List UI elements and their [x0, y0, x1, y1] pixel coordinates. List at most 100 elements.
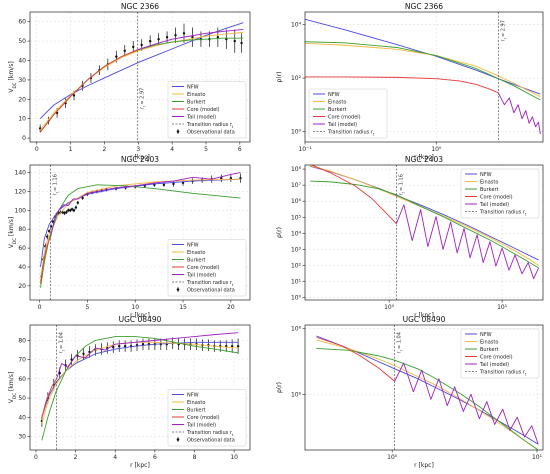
svg-text:ρ(r): ρ(r) — [276, 72, 283, 83]
chart-title: NGC 2366 — [405, 2, 443, 11]
x-tick-label: 2 — [103, 146, 107, 153]
legend-item: NFW — [313, 92, 340, 98]
y-tick-label: 60 — [18, 19, 26, 26]
obs-point — [76, 201, 80, 204]
y-tick-label: 10⁰ — [291, 295, 302, 302]
svg-text:Core (model): Core (model) — [480, 355, 513, 361]
y-axis-label: ρ(r) — [276, 72, 283, 83]
obs-point — [229, 177, 233, 180]
series-core — [40, 236, 52, 285]
obs-point — [82, 352, 85, 356]
x-tick-label: 1 — [69, 146, 73, 153]
series-tail — [394, 362, 539, 445]
svg-text:Einasto: Einasto — [187, 250, 205, 256]
svg-text:= 1.16: = 1.16 — [398, 174, 404, 191]
series-core — [305, 76, 499, 94]
obs-point — [115, 55, 118, 58]
svg-text:= 1.04: = 1.04 — [59, 332, 65, 349]
obs-point — [63, 211, 66, 215]
y-tick-label: 10⁶ — [291, 198, 302, 205]
svg-text:Tail (model): Tail (model) — [479, 362, 509, 368]
x-tick-label: 10 — [230, 454, 238, 461]
x-tick-label: 0 — [34, 454, 38, 461]
svg-text:NFW: NFW — [187, 393, 199, 399]
svg-text:Einasto: Einasto — [187, 400, 205, 406]
series-nfw — [316, 335, 539, 445]
obs-point — [216, 36, 220, 39]
y-tick-label: 40 — [18, 264, 26, 271]
svg-text:Burkert: Burkert — [187, 258, 206, 264]
svg-text:= 2.97: = 2.97 — [500, 20, 506, 37]
obs-point — [182, 32, 186, 35]
plot-frame — [29, 324, 251, 451]
svg-text:Transition radius rt: Transition radius rt — [327, 130, 375, 137]
transition-label: rt = 1.16 — [53, 174, 60, 195]
obs-point — [157, 37, 160, 41]
svg-text:rt: rt — [500, 37, 507, 41]
svg-text:rt: rt — [397, 349, 404, 353]
x-axis-label: r [kpc] — [130, 154, 150, 161]
legend-item: Burkert — [172, 100, 206, 106]
x-tick-label: 15 — [179, 304, 187, 311]
svg-text:VDC [km/s]: VDC [km/s] — [8, 372, 17, 403]
legend-item: Burkert — [465, 347, 499, 353]
svg-text:= 1.16: = 1.16 — [53, 174, 59, 191]
y-tick-label: 10 — [18, 116, 26, 123]
plot-frame — [304, 324, 544, 451]
svg-text:Transition radius rt: Transition radius rt — [186, 430, 234, 437]
legend-item: Tail (model) — [172, 273, 216, 279]
series-nfw — [305, 18, 541, 95]
y-axis-label: VDC [km/s] — [8, 217, 17, 248]
obs-point — [230, 344, 234, 348]
x-tick-label: 3 — [136, 146, 140, 153]
series-burkert — [40, 184, 241, 288]
legend-item: Einasto — [465, 180, 498, 186]
y-tick-label: 80 — [18, 337, 26, 344]
transition-label: rt = 1.04 — [59, 332, 66, 353]
y-tick-label: 10² — [291, 75, 302, 82]
y-axis-label: VDC [km/s] — [8, 372, 17, 403]
svg-text:Einasto: Einasto — [187, 92, 205, 98]
grid — [305, 165, 543, 300]
obs-point — [68, 209, 72, 212]
x-tick-label: 10¹ — [497, 304, 508, 311]
plot-frame — [304, 11, 544, 143]
obs-point — [181, 181, 185, 185]
y-tick-label: 50 — [18, 395, 26, 402]
obs-point — [140, 43, 143, 47]
svg-text:Burkert: Burkert — [480, 347, 499, 353]
chart-title: NGC 2403 — [405, 155, 443, 164]
series-tail — [497, 92, 541, 135]
obs-point — [233, 39, 236, 43]
y-tick-label: 80 — [18, 226, 26, 233]
y-tick-label: 10³ — [291, 246, 302, 253]
svg-text:rt: rt — [53, 191, 60, 195]
svg-text:Tail (model): Tail (model) — [186, 273, 216, 279]
svg-text:Core (model): Core (model) — [480, 195, 513, 201]
legend-item: Core (model) — [465, 195, 513, 201]
legend-item: Transition radius rt — [172, 430, 234, 437]
legend-item: NFW — [465, 172, 492, 178]
grid — [30, 325, 250, 450]
legend-item: NFW — [172, 243, 199, 249]
chart-panel-5: UGC 08490 0 2 4 6 8 10 30 40 50 60 70 80 r [kpc] VDC [… — [8, 315, 251, 469]
svg-text:Burkert: Burkert — [480, 187, 499, 193]
x-tick-label: 10⁰ — [384, 304, 395, 311]
series-burkert — [316, 348, 539, 450]
plot-frame — [29, 164, 251, 301]
svg-text:Transition radius rt: Transition radius rt — [479, 210, 527, 217]
x-axis-label: r [kpc] — [414, 312, 434, 319]
obs-point — [123, 49, 126, 53]
y-tick-label: 40 — [18, 414, 26, 421]
x-tick-label: 8 — [193, 454, 197, 461]
svg-text:Tail (model): Tail (model) — [186, 423, 216, 429]
series-core — [39, 49, 138, 133]
y-tick-label: 20 — [18, 283, 26, 290]
y-tick-label: 10¹ — [291, 278, 302, 285]
svg-text:NFW: NFW — [480, 332, 492, 338]
legend-item: Transition radius rt — [172, 280, 234, 287]
transition-label: rt = 1.16 — [398, 174, 405, 195]
svg-text:Transition radius rt: Transition radius rt — [186, 280, 234, 287]
